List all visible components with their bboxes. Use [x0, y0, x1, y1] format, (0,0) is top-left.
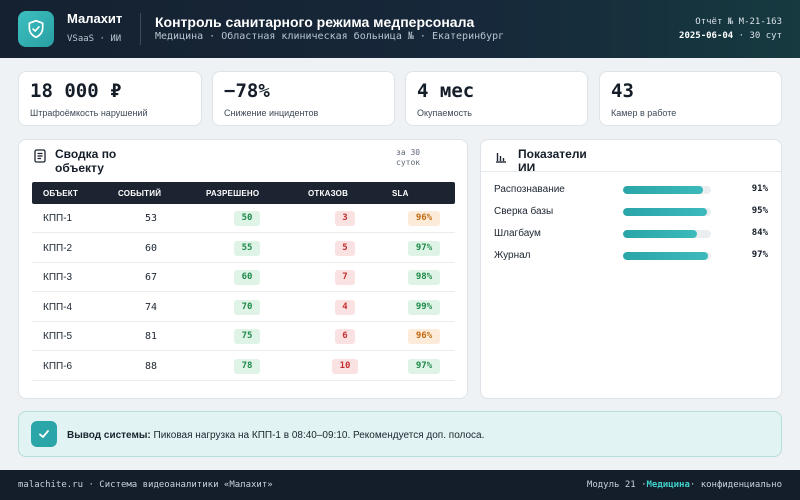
column-header-sla[interactable]: SLA: [392, 189, 409, 198]
sla-badge: 96%: [408, 211, 440, 226]
document-icon: [34, 149, 46, 168]
table-row[interactable]: КПП-2 60 55 5 97%: [32, 234, 455, 263]
kpi-value: 18 000 ₽: [30, 80, 122, 102]
table-header: ОБЪЕКТ СОБЫТИЙ РАЗРЕШЕНО ОТКАЗОВ SLA: [32, 182, 455, 204]
kpi-value: 43: [611, 80, 634, 102]
footer-module: Модуль 21 ·: [586, 480, 647, 490]
metric-bar-fill: [623, 252, 709, 260]
column-header-events[interactable]: СОБЫТИЙ: [118, 189, 162, 198]
kpi-card-cameras: 43 Камер в работе: [599, 71, 782, 126]
footer-module-accent[interactable]: Медицина: [646, 480, 690, 490]
denied-badge: 4: [335, 299, 355, 315]
table-row[interactable]: КПП-6 88 78 10 97%: [32, 352, 455, 381]
cell-object: КПП-2: [43, 242, 73, 254]
kpi-label: Штрафоёмкость нарушений: [30, 108, 148, 118]
summary-title: Сводка по объекту: [55, 147, 117, 175]
allowed-badge: 78: [234, 358, 260, 374]
footer-right: Модуль 21 ·Медицина· конфиденциально: [587, 480, 782, 490]
shield-logo-icon[interactable]: [18, 11, 54, 47]
kpi-label: Снижение инцидентов: [224, 108, 319, 118]
ai-metrics-panel: Показатели ИИ Распознавание 91% Сверка баз…: [480, 139, 782, 399]
cell-object: КПП-4: [43, 301, 73, 313]
metric-label: Сверка базы: [494, 206, 554, 217]
metric-label: Шлагбаум: [494, 228, 541, 239]
brand-tagline: VSaaS · ИИ: [67, 34, 122, 44]
cell-events: 74: [145, 301, 158, 313]
conclusion-label: Вывод системы:: [67, 430, 151, 441]
report-id: Отчёт № М-21-163: [695, 17, 782, 27]
allowed-badge: 50: [234, 211, 260, 226]
allowed-badge: 60: [234, 270, 260, 285]
metric-value: 95%: [751, 206, 768, 216]
cell-events: 88: [145, 360, 158, 372]
kpi-value: 4 мес: [417, 80, 475, 102]
cell-object: КПП-6: [43, 360, 73, 372]
summary-period: за 30 суток: [396, 148, 421, 167]
summary-panel: Сводка по объекту за 30 суток ОБЪЕКТ СОБ…: [18, 139, 468, 399]
sla-badge: 96%: [408, 329, 440, 344]
denied-badge: 5: [335, 240, 355, 256]
denied-badge: 6: [335, 329, 355, 344]
metric-label: Распознавание: [494, 184, 565, 195]
metric-bar-fill: [623, 230, 697, 238]
metric-bar-track: [623, 186, 711, 194]
metric-bar-track: [623, 230, 711, 238]
metric-label: Журнал: [494, 250, 531, 261]
system-conclusion-banner: Вывод системы: Пиковая нагрузка на КПП-1…: [18, 411, 782, 457]
panel-divider: [481, 171, 781, 172]
column-header-denied[interactable]: ОТКАЗОВ: [308, 189, 349, 198]
allowed-badge: 75: [234, 329, 260, 344]
kpi-label: Камер в работе: [611, 108, 677, 118]
cell-object: КПП-5: [43, 331, 73, 342]
kpi-card-payback: 4 мес Окупаемость: [405, 71, 588, 126]
bar-chart-icon: [495, 150, 507, 168]
metric-bar-fill: [623, 208, 707, 216]
brand-name: Малахит: [67, 11, 123, 26]
check-icon: [31, 421, 57, 447]
kpi-label: Окупаемость: [417, 108, 472, 118]
cell-object: КПП-3: [43, 272, 73, 283]
metric-bar-fill: [623, 186, 704, 194]
metric-bar-track: [623, 252, 711, 260]
metric-value: 97%: [751, 250, 768, 260]
table-row[interactable]: КПП-4 74 70 4 99%: [32, 293, 455, 322]
app-footer: malachite.ru · Система видеоаналитики «М…: [0, 470, 800, 500]
column-header-allowed[interactable]: РАЗРЕШЕНО: [206, 189, 260, 198]
header-divider: [140, 13, 141, 45]
metric-value: 84%: [751, 228, 768, 238]
sla-badge: 98%: [408, 270, 440, 285]
page-subtitle: Медицина · Областная клиническая больниц…: [155, 31, 505, 42]
column-header-object[interactable]: ОБЪЕКТ: [43, 189, 79, 198]
cell-events: 81: [145, 331, 158, 342]
cell-events: 60: [145, 242, 158, 254]
kpi-value: −78%: [224, 80, 270, 102]
report-info: Отчёт № М-21-163 2025-06-04 · 30 сут: [672, 15, 782, 43]
sla-badge: 99%: [408, 299, 440, 315]
metric-value: 91%: [751, 184, 768, 194]
kpi-card-incidents: −78% Снижение инцидентов: [212, 71, 395, 126]
kpi-card-fines: 18 000 ₽ Штрафоёмкость нарушений: [18, 71, 202, 126]
report-period: · 30 сут: [738, 31, 782, 41]
footer-confidential: · конфиденциально: [689, 480, 782, 490]
sla-badge: 97%: [408, 358, 440, 374]
metric-bar-track: [623, 208, 711, 216]
report-date: 2025-06-04: [679, 31, 734, 41]
conclusion-text: Вывод системы: Пиковая нагрузка на КПП-1…: [67, 429, 487, 442]
table-row[interactable]: КПП-3 67 60 7 98%: [32, 263, 455, 292]
cell-object: КПП-1: [43, 213, 73, 224]
allowed-badge: 55: [234, 240, 260, 256]
conclusion-body: Пиковая нагрузка на КПП-1 в 08:40–09:10.…: [153, 430, 485, 441]
denied-badge: 3: [335, 211, 355, 226]
cell-events: 67: [145, 272, 158, 283]
table-row[interactable]: КПП-5 81 75 6 96%: [32, 322, 455, 351]
footer-left: malachite.ru · Система видеоаналитики «М…: [18, 480, 273, 490]
allowed-badge: 70: [234, 299, 260, 315]
sla-badge: 97%: [408, 240, 440, 256]
denied-badge: 10: [332, 358, 358, 374]
app-header: Малахит VSaaS · ИИ Контроль санитарного …: [0, 0, 800, 58]
cell-events: 53: [145, 213, 158, 224]
page-title: Контроль санитарного режима медперсонала: [155, 14, 475, 30]
table-row[interactable]: КПП-1 53 50 3 96%: [32, 204, 455, 233]
denied-badge: 7: [335, 270, 355, 285]
